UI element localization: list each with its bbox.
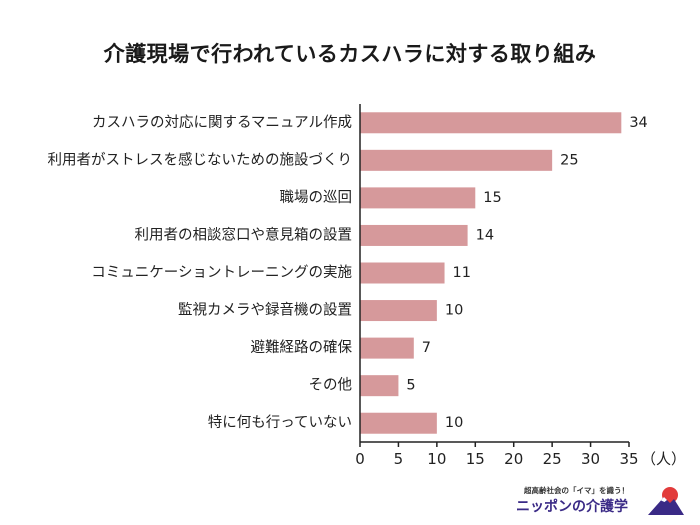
logo-tagline: 超高齢社会の「イマ」を識う！ (524, 486, 629, 495)
x-axis (359, 104, 630, 447)
mountain-sun-icon (648, 487, 684, 515)
value-label: 5 (406, 378, 415, 394)
x-tick-label: 20 (504, 450, 523, 468)
x-tick-label: 30 (581, 450, 600, 468)
category-label: 監視カメラや録音機の設置 (178, 302, 352, 319)
value-label: 15 (483, 190, 501, 206)
category-label: 特に何も行っていない (208, 414, 352, 431)
bar (360, 262, 445, 284)
x-tick-label: 15 (466, 450, 485, 468)
category-labels: カスハラの対応に関するマニュアル作成利用者がストレスを感じないための施設づくり職… (48, 114, 353, 431)
bar (360, 375, 399, 397)
bar (360, 149, 553, 171)
x-axis-unit-label: （人） (641, 450, 686, 468)
x-tick-label: 35 (619, 450, 638, 468)
category-label: 利用者の相談窓口や意見箱の設置 (135, 225, 353, 243)
value-label: 11 (453, 265, 471, 281)
bar (360, 412, 437, 434)
value-label: 10 (445, 303, 463, 319)
chart-title: 介護現場で行われているカスハラに対する取り組み (103, 42, 597, 66)
value-labels: 34 25 15 14 11 10 7 5 10 (406, 115, 647, 431)
category-label: 職場の巡回 (280, 189, 353, 206)
bar (360, 112, 622, 134)
value-label: 7 (422, 340, 431, 356)
value-label: 34 (629, 115, 647, 131)
x-tick-label: 10 (427, 450, 446, 468)
value-label: 10 (445, 415, 463, 431)
x-tick-label: 0 (355, 450, 365, 468)
bar (360, 337, 414, 359)
bars (360, 112, 622, 434)
value-label: 25 (560, 152, 578, 168)
category-label: コミュニケーショントレーニングの実施 (91, 264, 352, 281)
bar (360, 224, 468, 246)
x-tick-label: 5 (394, 450, 404, 468)
category-label: カスハラの対応に関するマニュアル作成 (92, 114, 352, 131)
x-tick-labels: 0 5 10 15 20 25 30 35 (355, 450, 638, 468)
category-label: 利用者がストレスを感じないための施設づくり (48, 151, 353, 168)
category-label: その他 (309, 377, 353, 394)
bar (360, 300, 437, 322)
category-label: 避難経路の確保 (251, 339, 353, 356)
x-tick-label: 25 (543, 450, 562, 468)
brand-logo: 超高齢社会の「イマ」を識う！ ニッポンの介護学 (516, 483, 686, 519)
logo-brand-name: ニッポンの介護学 (516, 499, 628, 515)
value-label: 14 (476, 227, 494, 243)
bar (360, 187, 476, 209)
